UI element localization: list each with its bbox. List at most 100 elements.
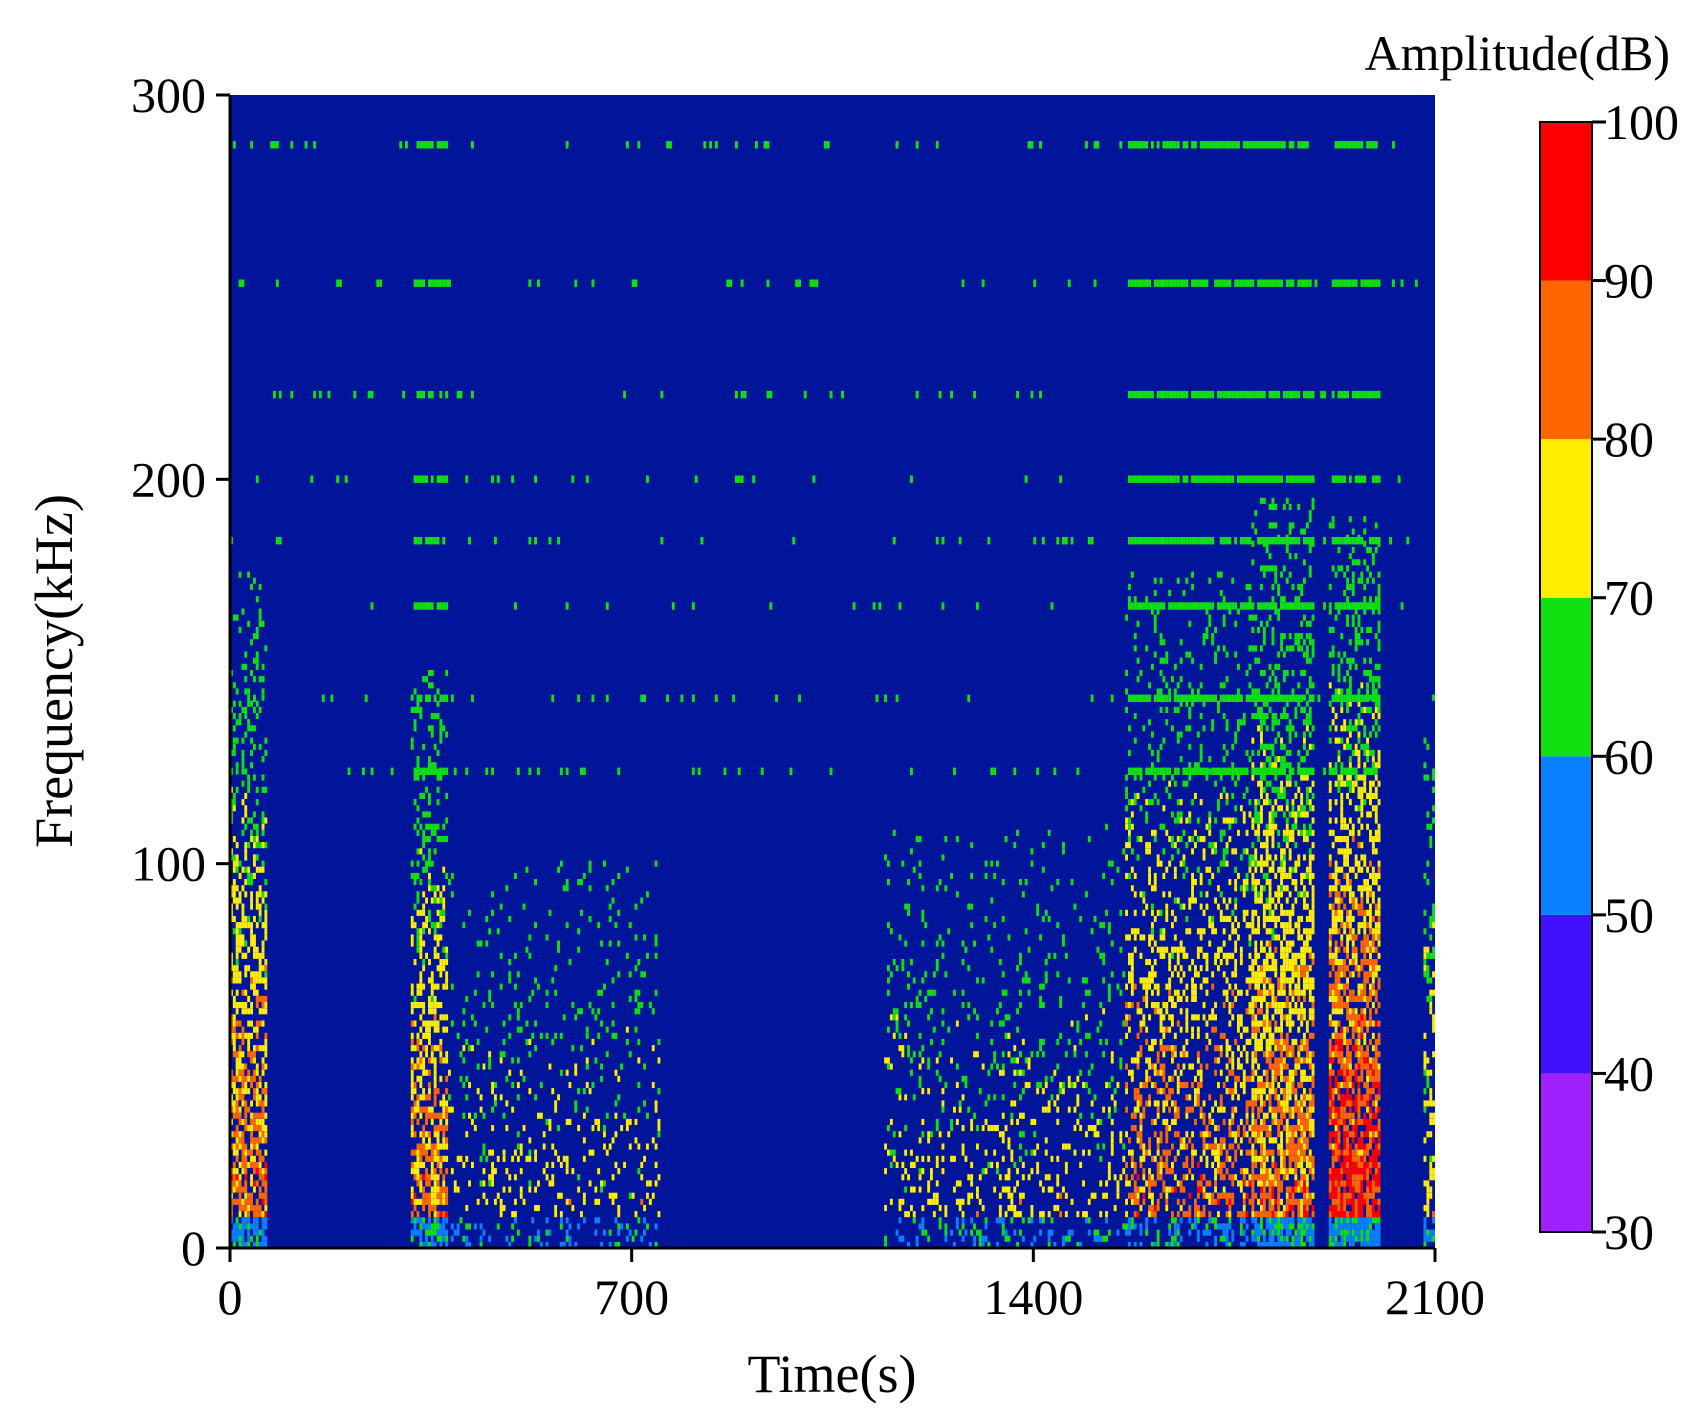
heat-cell [258, 885, 262, 892]
heat-cell [657, 1088, 661, 1095]
heat-cell [1122, 1020, 1126, 1027]
heat-cell [419, 1082, 423, 1089]
heat-cell [1053, 1205, 1057, 1212]
heat-cell [1251, 1069, 1255, 1076]
heat-cell [428, 1020, 431, 1027]
heat-cell [1271, 842, 1275, 849]
heat-cell [1271, 1205, 1275, 1212]
heat-cell [1064, 1211, 1068, 1218]
heat-cell [1151, 946, 1154, 953]
heat-cell [1291, 1143, 1295, 1150]
heat-cell [238, 1205, 242, 1212]
heat-cell [1159, 1069, 1163, 1076]
heat-cell [1196, 1014, 1200, 1021]
heat-cell [244, 971, 248, 978]
heat-cell [1237, 608, 1240, 615]
heat-cell [1162, 872, 1166, 879]
heat-cell [1030, 1205, 1034, 1212]
heat-cell [1208, 614, 1212, 621]
heat-cell [1125, 1082, 1128, 1089]
heat-cell [238, 1020, 242, 1027]
heat-cell [1153, 872, 1157, 879]
heat-cell [1136, 1137, 1140, 1144]
heat-cell [232, 1235, 236, 1242]
heat-cell [1030, 1217, 1034, 1224]
heat-cell [442, 897, 446, 904]
heat-cell [924, 1229, 928, 1236]
heat-cell [1171, 952, 1174, 959]
heat-cell [565, 1118, 569, 1125]
heat-cell [422, 1057, 426, 1064]
heat-cell [1033, 1235, 1037, 1242]
heat-cell [436, 1002, 440, 1009]
heat-cell [1277, 1106, 1281, 1113]
heat-cell [967, 903, 971, 910]
heat-cell [465, 1131, 469, 1138]
heat-cell [1228, 983, 1232, 990]
heat-cell [1217, 1057, 1220, 1064]
heat-cell [1297, 1051, 1301, 1058]
heat-cell [1274, 774, 1278, 781]
heat-cell [261, 860, 265, 867]
heat-cell [1225, 1241, 1229, 1248]
heat-cell [1288, 749, 1292, 756]
heat-cell [1179, 1082, 1183, 1089]
heat-cell [433, 1100, 437, 1107]
heat-cell [1305, 719, 1309, 726]
heat-cell [445, 836, 449, 843]
heat-cell [1308, 829, 1312, 836]
heat-cell [433, 1014, 437, 1021]
heat-cell [1288, 503, 1292, 510]
heat-cell [416, 909, 420, 916]
heat-cell [990, 1038, 994, 1045]
heat-cell [1036, 1088, 1040, 1095]
heat-cell [511, 1155, 515, 1162]
heat-cell [1165, 1168, 1169, 1175]
heat-cell [1297, 928, 1301, 935]
heat-cell [1262, 1082, 1266, 1089]
heat-cell [1208, 842, 1212, 849]
heat-cell [1254, 1069, 1258, 1076]
heat-cell [1254, 1038, 1258, 1045]
heat-cell [428, 915, 431, 922]
heat-cell [1019, 1069, 1022, 1076]
heat-cell [941, 854, 945, 861]
heat-cell [1291, 811, 1295, 818]
heat-cell [410, 1008, 414, 1015]
heat-cell [1222, 848, 1226, 855]
heat-cell [1251, 1186, 1255, 1193]
heat-cell [232, 1014, 236, 1021]
heat-cell [1191, 848, 1194, 855]
heat-cell [514, 1002, 517, 1009]
heat-cell [416, 1229, 420, 1236]
heat-cell [981, 1125, 985, 1132]
heat-cell [1277, 885, 1281, 892]
heat-cell [232, 836, 236, 843]
heat-cell [588, 1088, 592, 1095]
heat-cell [430, 1229, 434, 1236]
heat-cell [591, 1008, 595, 1015]
heat-cell [1300, 1198, 1304, 1205]
heat-cell [1231, 1014, 1235, 1021]
heat-cell [1188, 1168, 1192, 1175]
heat-cell [1136, 792, 1140, 799]
heat-cell [531, 989, 535, 996]
heat-cell [1297, 633, 1301, 640]
heat-cell [1125, 1161, 1128, 1168]
heat-cell [887, 1063, 890, 1070]
heat-cell [1044, 1149, 1048, 1156]
heat-cell [1107, 1161, 1111, 1168]
heat-cell [545, 1229, 549, 1236]
heat-cell [430, 983, 434, 990]
heat-cell [955, 1082, 959, 1089]
heat-cell [1268, 1192, 1272, 1199]
heat-cell [1280, 909, 1283, 916]
heat-cell [1280, 1069, 1283, 1076]
heat-cell [439, 891, 443, 898]
heat-cell [537, 1229, 540, 1236]
heat-cell [1087, 1229, 1091, 1236]
heat-cell [557, 940, 560, 947]
heat-cell [577, 879, 581, 886]
heat-cell [918, 1002, 922, 1009]
heat-cell [1282, 854, 1286, 861]
